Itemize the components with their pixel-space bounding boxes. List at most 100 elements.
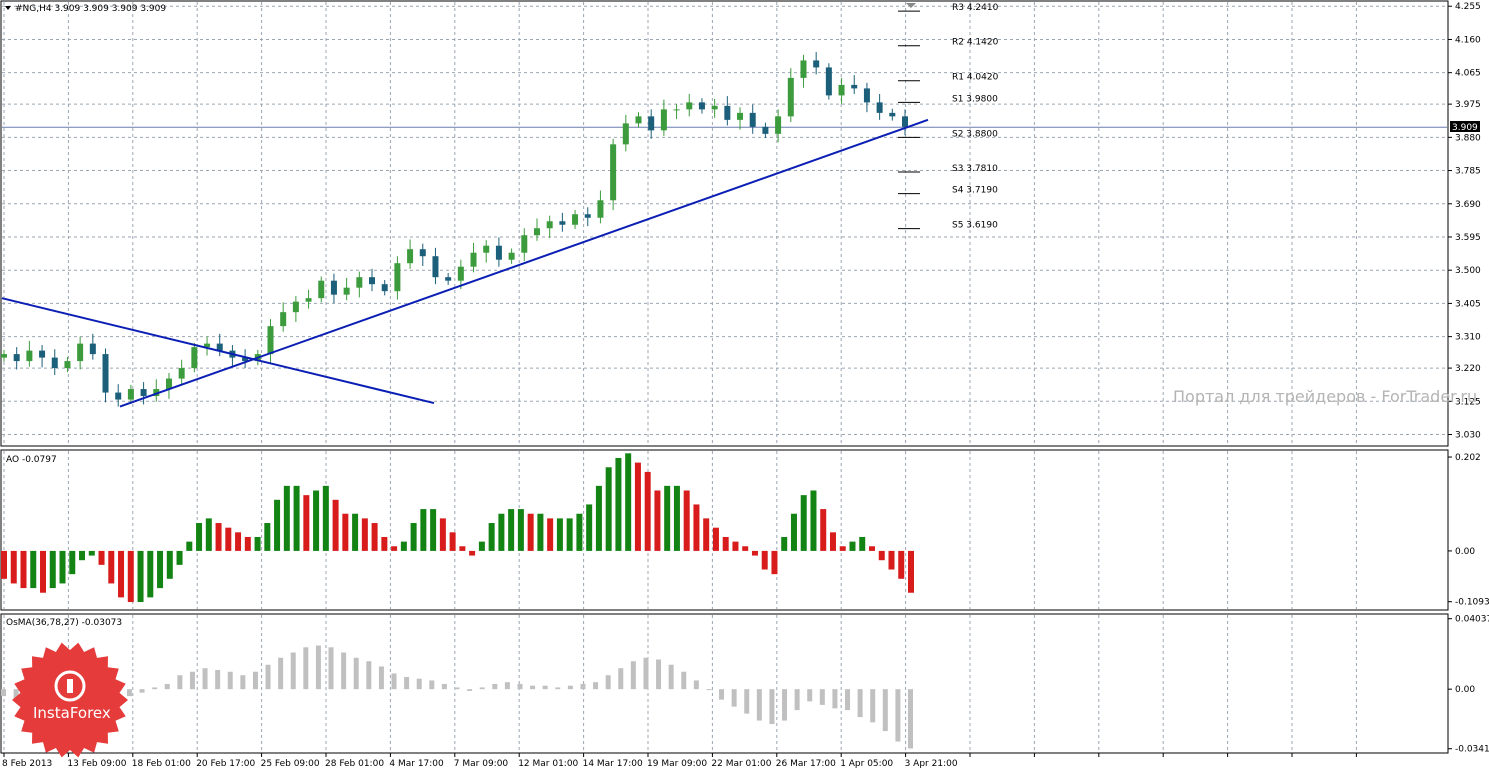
ao-bar xyxy=(98,550,105,565)
osma-bar xyxy=(479,687,485,690)
ao-bar xyxy=(693,504,700,551)
x-tick-label: 7 Mar 09:00 xyxy=(454,759,509,769)
osma-bar xyxy=(189,671,195,690)
x-tick-label: 13 Feb 09:00 xyxy=(67,759,126,769)
osma-bar xyxy=(567,685,573,690)
candle-body xyxy=(394,263,401,292)
osma-bar xyxy=(152,687,158,690)
ao-bar xyxy=(439,518,446,551)
ao-bar xyxy=(742,546,749,551)
candle-body xyxy=(737,112,744,120)
candle-body xyxy=(622,123,629,145)
candle-body xyxy=(127,389,134,400)
price-panel xyxy=(0,0,1449,447)
ao-bar xyxy=(790,513,797,551)
ao-bar xyxy=(898,550,905,579)
ao-bar xyxy=(654,490,661,551)
osma-bar xyxy=(908,689,913,749)
ao-bar xyxy=(235,532,242,551)
candle-body xyxy=(851,84,858,89)
ao-bar xyxy=(488,523,495,551)
candle-body xyxy=(838,84,845,96)
osma-bar xyxy=(807,689,813,702)
x-tick-label: 8 Feb 2013 xyxy=(2,759,52,769)
ao-bar xyxy=(673,485,680,551)
candle-body xyxy=(280,312,287,327)
ao-bar xyxy=(244,536,251,551)
ao-bar xyxy=(30,550,37,589)
ao-bar xyxy=(478,541,485,551)
ao-bar xyxy=(751,550,758,556)
ao-bar xyxy=(137,550,144,603)
ao-bar xyxy=(576,513,583,551)
candle-body xyxy=(648,116,655,131)
watermark-text: Портал для трейдеров - ForTrader.ru xyxy=(1173,387,1477,406)
candle-body xyxy=(407,249,414,264)
x-tick-label: 4 Mar 17:00 xyxy=(389,759,444,769)
osma-bar xyxy=(819,689,825,705)
ao-bar xyxy=(303,495,310,551)
osma-bar xyxy=(782,689,788,721)
ao-bar xyxy=(342,513,349,551)
y-tick-label: 3.405 xyxy=(1455,299,1481,309)
ao-bar xyxy=(361,518,368,551)
osma-bar xyxy=(467,689,473,691)
osma-bar xyxy=(706,689,712,691)
ao-bar xyxy=(283,485,290,551)
x-tick-label: 1 Apr 05:00 xyxy=(840,759,893,769)
pivot-label-s3: S3 3.7810 xyxy=(952,164,998,174)
candle-body xyxy=(77,343,84,362)
ao-bar xyxy=(566,518,573,551)
candle-body xyxy=(483,245,490,253)
pivot-label-s2: S2 3.8800 xyxy=(952,129,998,139)
osma-bar xyxy=(769,689,775,725)
osma-bar xyxy=(656,659,662,690)
x-tick-label: 19 Mar 09:00 xyxy=(647,759,707,769)
candle-body xyxy=(787,77,794,117)
ao-bar xyxy=(459,546,466,551)
candle-body xyxy=(800,60,807,78)
osma-y-tick-label: 0.04037 xyxy=(1455,615,1489,625)
osma-bar xyxy=(693,680,699,690)
ao-bar xyxy=(664,485,671,551)
pivot-marker-icon xyxy=(906,3,916,8)
candle-body xyxy=(305,298,312,302)
osma-bar xyxy=(202,668,208,690)
pivot-levels: R3 4.2410 R2 4.1420 R1 4.0420 S1 3.9800 S2 3… xyxy=(898,3,999,231)
ao-panel xyxy=(0,449,1449,611)
osma-bar xyxy=(290,652,296,690)
ao-bar xyxy=(205,518,212,551)
ao-bar xyxy=(859,536,866,551)
ao-bar xyxy=(537,513,544,551)
ao-bar xyxy=(420,509,427,551)
candle-body xyxy=(698,102,705,110)
ao-bar xyxy=(615,457,622,551)
osma-bar xyxy=(215,669,221,690)
osma-bar xyxy=(895,689,901,742)
ao-bar xyxy=(49,550,56,589)
price-panel-title: #NG,H4 3.909 3.909 3.909 3.909 xyxy=(15,4,166,14)
candle-body xyxy=(89,343,96,355)
osma-bar xyxy=(126,689,132,697)
pivot-label-r3: R3 4.2410 xyxy=(952,3,999,13)
candle-body xyxy=(902,116,908,127)
down-triangle-icon[interactable] xyxy=(5,6,11,10)
ao-histogram xyxy=(1,453,914,603)
candle-body xyxy=(432,256,439,278)
osma-bar xyxy=(227,671,233,690)
ao-bar xyxy=(839,546,846,551)
ao-bar xyxy=(157,550,164,589)
ao-bar xyxy=(732,541,739,551)
osma-bar xyxy=(882,689,888,732)
ao-bar xyxy=(517,509,524,551)
ao-bar xyxy=(186,541,193,551)
ao-bar xyxy=(381,536,388,551)
candle-body xyxy=(292,301,299,313)
ao-bar xyxy=(79,550,86,561)
y-tick-label: 4.065 xyxy=(1455,69,1481,79)
ao-bar xyxy=(410,523,417,551)
ao-bar xyxy=(761,550,768,570)
candle-body xyxy=(115,392,122,400)
candle-body xyxy=(673,109,680,111)
osma-bar xyxy=(177,675,183,690)
